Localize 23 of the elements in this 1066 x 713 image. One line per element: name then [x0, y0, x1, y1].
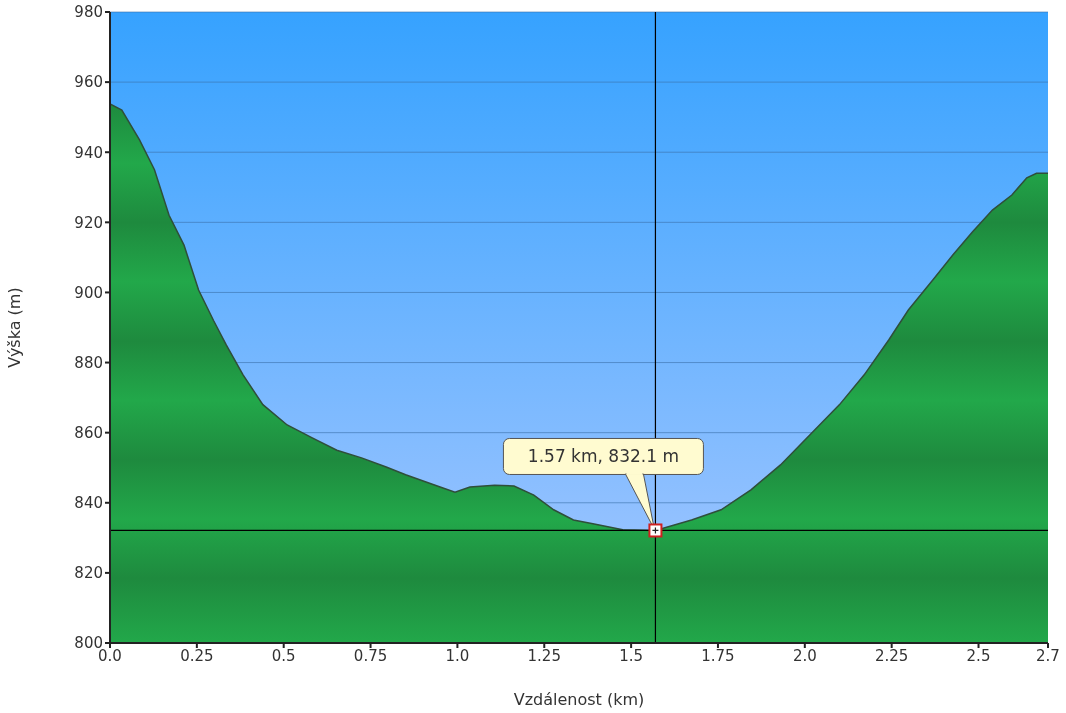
x-axis-title: Vzdálenost (km) — [513, 690, 645, 709]
x-tick-label: 2.7 — [1036, 646, 1060, 665]
x-tick-label: 1.5 — [619, 646, 644, 665]
x-tick-label: 0.75 — [353, 646, 388, 665]
x-tick-label: 2.0 — [792, 646, 817, 665]
y-tick-label: 820 — [74, 564, 103, 583]
y-tick-label: 980 — [74, 3, 103, 22]
y-tick-label: 940 — [74, 143, 103, 162]
x-tick-label: 0.5 — [271, 646, 296, 665]
y-tick-label: 900 — [74, 283, 103, 302]
x-tick-label: 2.25 — [874, 646, 909, 665]
x-tick-label: 2.5 — [966, 646, 991, 665]
x-tick-label: 1.75 — [701, 646, 735, 665]
x-tick-label: 1.25 — [527, 646, 561, 665]
y-tick-label: 860 — [74, 423, 103, 442]
y-tick-label: 880 — [74, 353, 103, 372]
x-tick-label: 1.0 — [445, 646, 470, 665]
y-tick-label: 840 — [74, 494, 103, 513]
y-tick-label: 960 — [74, 73, 103, 92]
annotation: 1.57 km, 832.1 m — [527, 446, 679, 467]
x-tick-label: 0.25 — [180, 646, 214, 665]
y-axis-title: Výška (m) — [4, 287, 24, 368]
y-tick-label: 920 — [74, 213, 103, 232]
